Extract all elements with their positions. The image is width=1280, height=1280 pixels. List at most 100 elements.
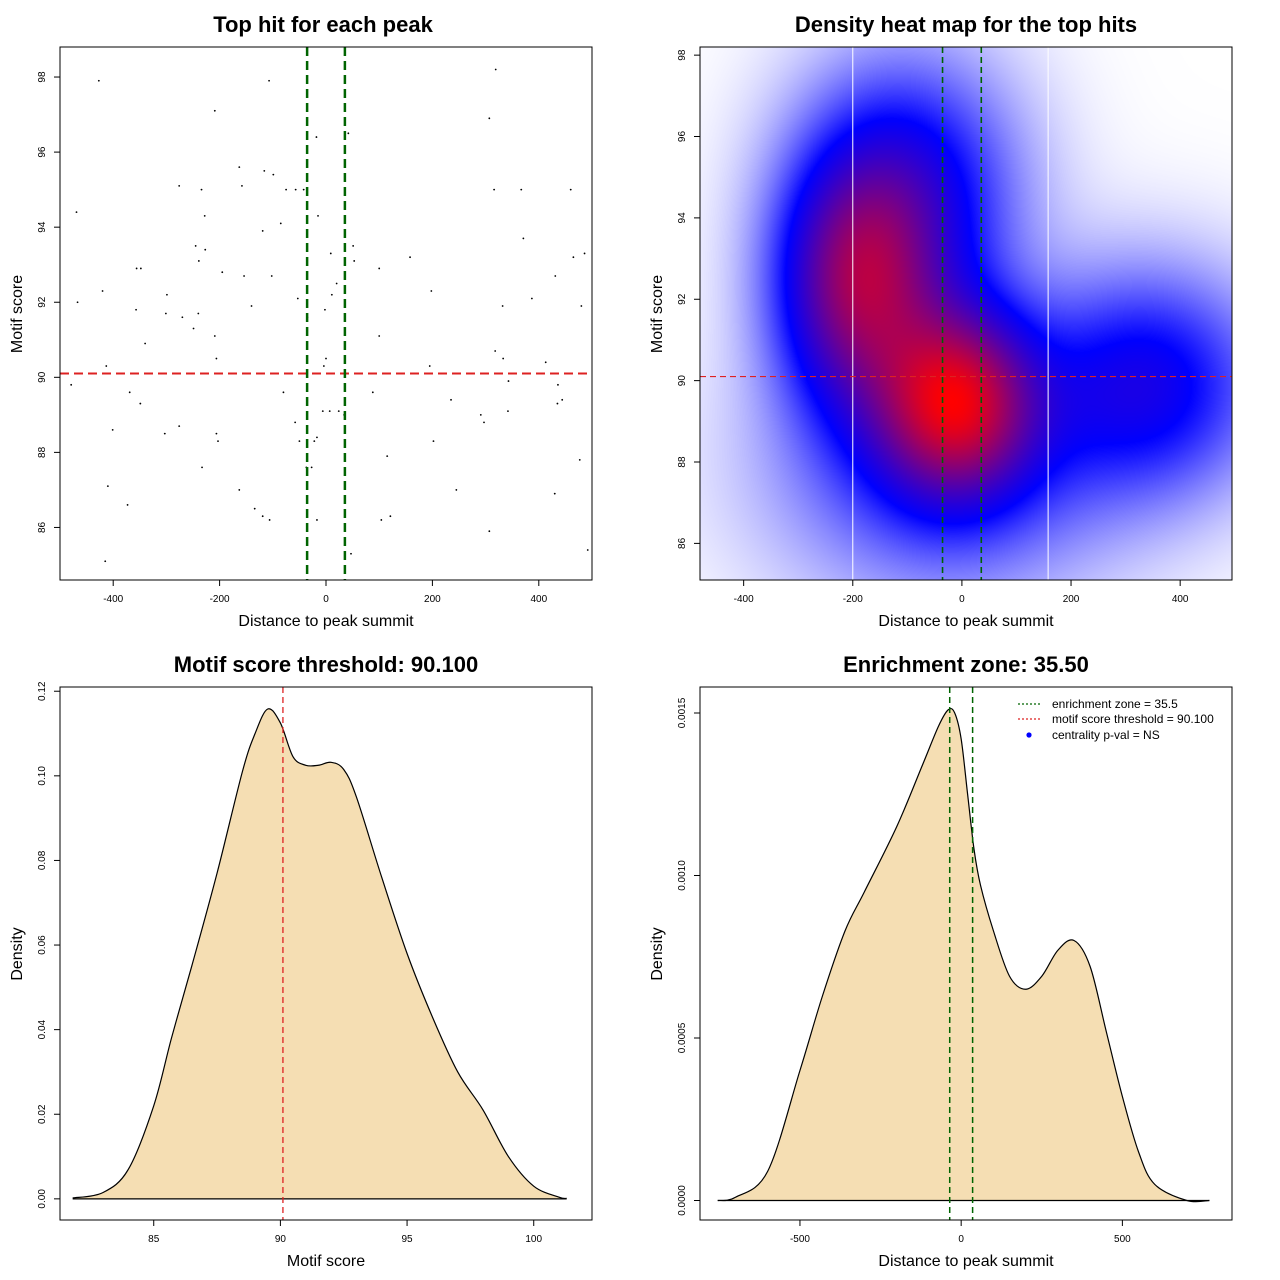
scatter-point (298, 440, 301, 443)
y-tick-label: 94 (677, 212, 688, 224)
x-tick-label: 0 (958, 1234, 964, 1245)
y-tick-label: 92 (677, 293, 688, 305)
scatter-point (194, 245, 197, 247)
y-tick-label: 98 (677, 49, 688, 61)
scatter-point (520, 188, 523, 191)
scatter-point (221, 271, 224, 274)
heatmap-image (700, 47, 1232, 580)
scatter-point (238, 489, 241, 491)
scatter-point (285, 188, 287, 191)
x-tick-label: -200 (210, 594, 230, 605)
y-tick-label: 86 (37, 521, 48, 533)
scatter-point (507, 410, 509, 412)
scatter-point (128, 391, 131, 394)
scatter-point (580, 305, 583, 307)
y-tick-label: 0.06 (37, 935, 48, 955)
scatter-point (241, 184, 243, 187)
scatter-point (583, 252, 586, 255)
scatter-point (135, 308, 137, 311)
x-tick-label: 0 (959, 594, 965, 605)
scatter-point (296, 297, 299, 300)
scatter-point (294, 421, 297, 424)
scatter-point (569, 188, 572, 191)
x-tick-label: 200 (424, 594, 441, 605)
scatter-point (380, 519, 383, 521)
scatter-point (488, 530, 491, 533)
x-tick-label: 100 (525, 1234, 542, 1245)
scatter-point (104, 560, 107, 563)
scatter-x-axis: -400 -200 0 200 400 (103, 580, 548, 605)
score-density-title: Motif score threshold: 90.100 (174, 652, 478, 677)
scatter-point (479, 413, 482, 416)
scatter-point (315, 136, 318, 138)
scatter-point (75, 211, 78, 214)
scatter-point (313, 440, 316, 443)
scatter-point (166, 293, 168, 296)
y-tick-label: 0.0000 (677, 1185, 688, 1216)
y-tick-label: 0.00 (37, 1189, 48, 1209)
heatmap-x-axis: -400 -200 0 200 400 (734, 580, 1189, 605)
y-tick-label: 88 (677, 456, 688, 468)
legend-pval-label: centrality p-val = NS (1052, 728, 1160, 742)
y-tick-label: 0.02 (37, 1104, 48, 1124)
scatter-point (201, 466, 203, 469)
heatmap-panel: Density heat map for the top hits -400 -2… (649, 12, 1233, 630)
y-tick-label: 90 (677, 375, 688, 387)
distance-density-frame (699, 686, 1233, 1221)
distance-density-x-axis: -500 0 500 (790, 1220, 1131, 1245)
y-tick-label: 94 (37, 221, 48, 233)
scatter-point (139, 267, 142, 270)
scatter-point (192, 327, 195, 330)
scatter-point (97, 79, 100, 82)
scatter-point (294, 188, 297, 191)
scatter-point (488, 117, 491, 120)
scatter-point (105, 365, 108, 367)
scatter-point (335, 282, 338, 285)
scatter-point (409, 256, 411, 259)
scatter-point (432, 440, 435, 443)
y-tick-label: 98 (37, 71, 48, 83)
scatter-point (501, 305, 504, 307)
legend-threshold-label: motif score threshold = 90.100 (1052, 712, 1214, 726)
scatter-point (347, 132, 350, 135)
scatter-point (197, 260, 200, 262)
y-tick-label: 0.04 (37, 1019, 48, 1039)
score-density-x-axis: 85 90 95 100 (148, 1220, 543, 1245)
y-tick-label: 0.0015 (677, 697, 688, 728)
scatter-title: Top hit for each peak (213, 12, 433, 37)
score-density-y-axis: 0.00 0.02 0.04 0.06 0.08 0.10 0.12 (37, 681, 60, 1209)
scatter-point (215, 432, 218, 435)
scatter-point (317, 215, 319, 217)
density-area (717, 708, 1210, 1202)
scatter-point (279, 222, 282, 225)
scatter-point (272, 173, 275, 176)
scatter-point (163, 432, 166, 435)
y-tick-label: 92 (37, 296, 48, 308)
scatter-point (178, 425, 181, 428)
scatter-point (178, 184, 181, 187)
scatter-point (270, 275, 273, 277)
scatter-point (578, 458, 581, 461)
scatter-point (126, 504, 129, 506)
scatter-point (253, 507, 256, 510)
scatter-point (321, 410, 324, 412)
scatter-point (217, 440, 219, 443)
x-tick-label: 90 (275, 1234, 287, 1245)
scatter-point (350, 552, 352, 555)
scatter-point (430, 290, 433, 292)
x-tick-label: 500 (1114, 1234, 1131, 1245)
scatter-point (522, 237, 525, 240)
distance-density-panel: Enrichment zone: 35.50 -500 0 500 0.00000.… (649, 652, 1233, 1270)
scatter-point (389, 515, 392, 518)
scatter-point (507, 380, 510, 382)
scatter-point (204, 248, 207, 251)
scatter-point (530, 297, 533, 300)
scatter-point (328, 410, 331, 412)
y-tick-label: 0.0005 (677, 1022, 688, 1053)
scatter-point (203, 215, 206, 217)
scatter-point (250, 305, 253, 307)
scatter-point (197, 312, 200, 315)
scatter-y-axis: 86 88 90 92 94 96 98 (37, 71, 60, 533)
scatter-point (238, 166, 241, 169)
